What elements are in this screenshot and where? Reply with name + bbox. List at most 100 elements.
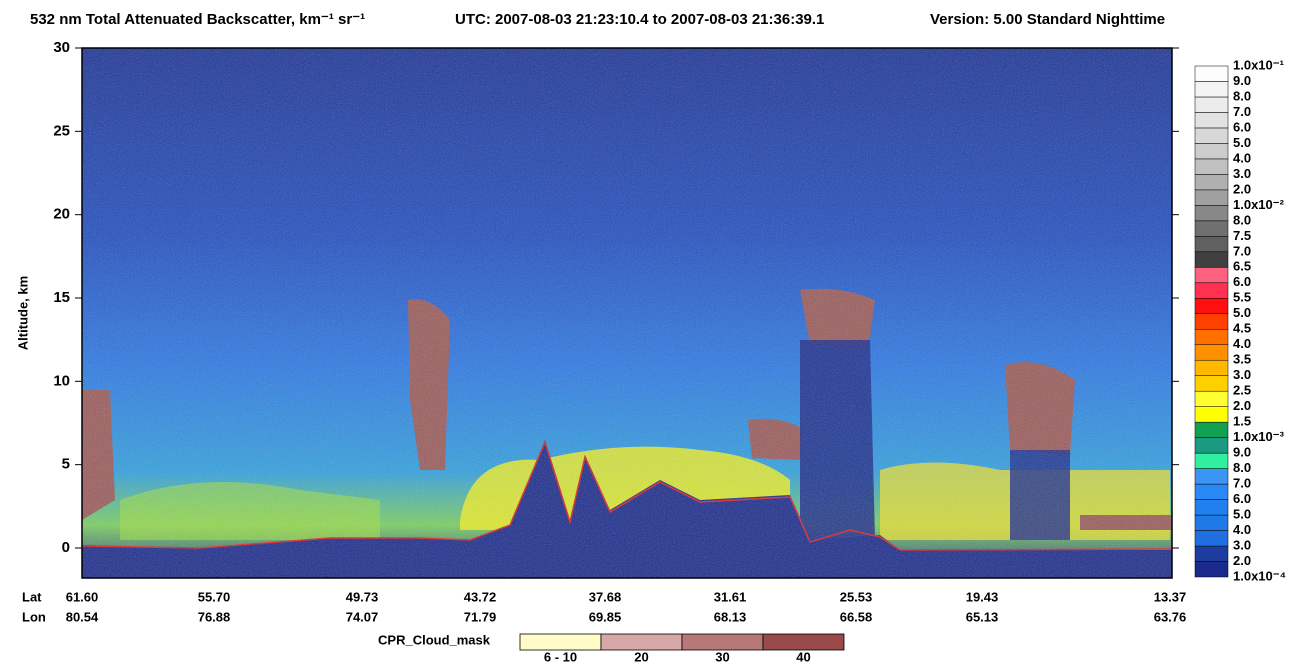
colorbar-label: 1.0x10⁻² xyxy=(1233,197,1285,212)
colorbar-swatch xyxy=(1194,282,1229,299)
x-tick-label: 76.88 xyxy=(198,609,231,624)
colorbar-swatch xyxy=(1194,483,1229,500)
colorbar-swatch xyxy=(1194,359,1229,376)
colorbar-swatch xyxy=(1194,174,1229,191)
cloud-mask-category: 6 - 10 xyxy=(544,649,577,664)
colorbar-label: 6.5 xyxy=(1233,259,1251,274)
colorbar-label: 6.0 xyxy=(1233,119,1251,134)
colorbar-swatch xyxy=(1194,65,1229,82)
x-tick-label: 69.85 xyxy=(589,609,622,624)
colorbar-swatch xyxy=(1194,344,1229,361)
colorbar-swatch xyxy=(1194,267,1229,284)
colorbar-swatch xyxy=(1194,298,1229,315)
cloud-mask-swatch xyxy=(681,633,764,651)
y-tick-label: 0 xyxy=(62,539,70,556)
colorbar-label: 1.0x10⁻⁴ xyxy=(1233,568,1286,583)
colorbar-label: 6.0 xyxy=(1233,491,1251,506)
x-tick-label: 74.07 xyxy=(346,609,379,624)
cloud-mask-category: 40 xyxy=(796,649,810,664)
chart-title: 532 nm Total Attenuated Backscatter, km⁻… xyxy=(30,11,365,28)
colorbar-swatch xyxy=(1194,452,1229,469)
colorbar-swatch xyxy=(1194,158,1229,175)
colorbar-label: 3.0 xyxy=(1233,166,1251,181)
colorbar-label: 1.5 xyxy=(1233,414,1251,429)
colorbar-label: 2.0 xyxy=(1233,553,1251,568)
colorbar-label: 5.0 xyxy=(1233,506,1251,521)
colorbar-swatch xyxy=(1194,112,1229,129)
colorbar-swatch xyxy=(1194,313,1229,330)
colorbar-label: 5.5 xyxy=(1233,290,1251,305)
x-tick-label: 49.73 xyxy=(346,589,379,604)
cloud-mask-category: 20 xyxy=(634,649,648,664)
colorbar-swatch xyxy=(1194,390,1229,407)
colorbar-swatch xyxy=(1194,375,1229,392)
cloud-mask-swatch xyxy=(519,633,602,651)
y-tick-label: 30 xyxy=(53,39,70,56)
colorbar-swatch xyxy=(1194,406,1229,423)
x-row-name: Lon xyxy=(22,609,46,624)
colorbar-label: 7.0 xyxy=(1233,104,1251,119)
x-tick-label: 63.76 xyxy=(1154,609,1187,624)
y-tick-label: 5 xyxy=(62,456,70,473)
colorbar-label: 3.0 xyxy=(1233,537,1251,552)
colorbar-label: 4.5 xyxy=(1233,321,1251,336)
colorbar-label: 8.0 xyxy=(1233,212,1251,227)
colorbar-label: 2.0 xyxy=(1233,181,1251,196)
y-tick-label: 20 xyxy=(53,206,70,223)
colorbar-label: 8.0 xyxy=(1233,88,1251,103)
colorbar-label: 1.0x10⁻³ xyxy=(1233,429,1285,444)
x-tick-label: 19.43 xyxy=(966,589,999,604)
colorbar-swatch xyxy=(1194,499,1229,516)
colorbar-label: 2.5 xyxy=(1233,383,1251,398)
colorbar-label: 9.0 xyxy=(1233,445,1251,460)
y-tick-label: 25 xyxy=(53,122,70,139)
colorbar-label: 4.0 xyxy=(1233,336,1251,351)
y-tick-label: 10 xyxy=(53,372,70,389)
colorbar-swatch xyxy=(1194,251,1229,268)
colorbar-swatch xyxy=(1194,143,1229,160)
colorbar-swatch xyxy=(1194,328,1229,345)
x-tick-label: 66.58 xyxy=(840,609,873,624)
x-row-name: Lat xyxy=(22,589,42,604)
x-tick-label: 71.79 xyxy=(464,609,497,624)
x-tick-label: 61.60 xyxy=(66,589,99,604)
colorbar-label: 2.0 xyxy=(1233,398,1251,413)
x-tick-label: 65.13 xyxy=(966,609,999,624)
colorbar-label: 7.5 xyxy=(1233,228,1251,243)
colorbar-swatch xyxy=(1194,81,1229,98)
colorbar-label: 4.0 xyxy=(1233,522,1251,537)
colorbar-swatch xyxy=(1194,530,1229,547)
colorbar-label: 5.0 xyxy=(1233,135,1251,150)
time-range: UTC: 2007-08-03 21:23:10.4 to 2007-08-03… xyxy=(455,11,824,28)
colorbar-swatch xyxy=(1194,96,1229,113)
colorbar-swatch xyxy=(1194,205,1229,222)
colorbar-label: 4.0 xyxy=(1233,150,1251,165)
colorbar-label: 7.0 xyxy=(1233,243,1251,258)
x-tick-label: 37.68 xyxy=(589,589,622,604)
colorbar-swatch xyxy=(1194,468,1229,485)
colorbar-label: 5.0 xyxy=(1233,305,1251,320)
x-tick-label: 31.61 xyxy=(714,589,747,604)
colorbar-label: 3.5 xyxy=(1233,352,1251,367)
y-tick-label: 15 xyxy=(53,289,70,306)
colorbar-label: 7.0 xyxy=(1233,476,1251,491)
x-tick-label: 80.54 xyxy=(66,609,99,624)
x-tick-label: 55.70 xyxy=(198,589,231,604)
cloud-mask-category: 30 xyxy=(715,649,729,664)
curtain-image xyxy=(82,48,1172,578)
colorbar-label: 8.0 xyxy=(1233,460,1251,475)
y-axis-label: Altitude, km xyxy=(15,276,30,350)
colorbar-label: 9.0 xyxy=(1233,73,1251,88)
version: Version: 5.00 Standard Nighttime xyxy=(930,11,1165,28)
x-tick-label: 25.53 xyxy=(840,589,873,604)
x-tick-label: 43.72 xyxy=(464,589,497,604)
colorbar-swatch xyxy=(1194,514,1229,531)
cloud-mask-swatch xyxy=(762,633,845,651)
colorbar-swatch xyxy=(1194,127,1229,144)
colorbar-swatch xyxy=(1194,437,1229,454)
colorbar-swatch xyxy=(1194,421,1229,438)
colorbar-label: 3.0 xyxy=(1233,367,1251,382)
plot-frame xyxy=(81,47,1173,579)
colorbar-label: 6.0 xyxy=(1233,274,1251,289)
colorbar-swatch xyxy=(1194,236,1229,253)
